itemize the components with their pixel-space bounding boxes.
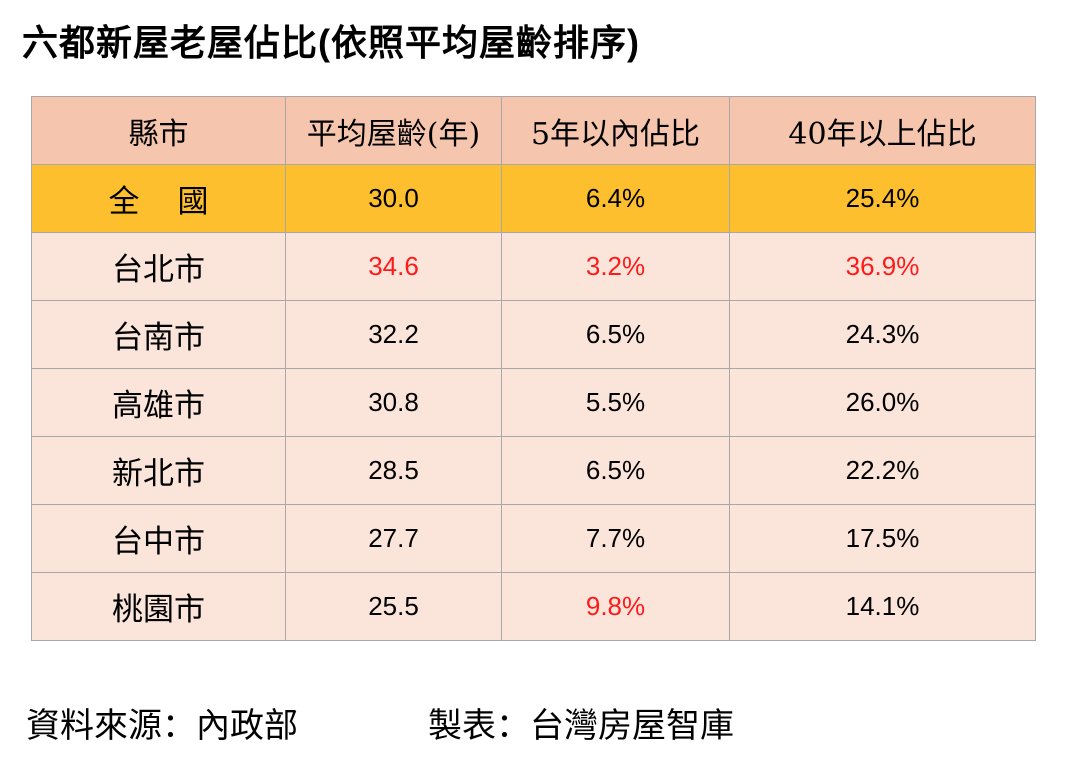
row-within-5: 5.5%: [501, 368, 730, 437]
row-city-name: 新北市: [31, 436, 286, 505]
row-city-name: 台中市: [31, 504, 286, 573]
row-avg-age: 34.6: [285, 232, 502, 301]
row-over-40: 22.2%: [729, 436, 1036, 505]
table-row: 台南市 32.2 6.5% 24.3%: [31, 300, 1036, 369]
row-avg-age: 32.2: [285, 300, 502, 369]
table-row: 新北市 28.5 6.5% 22.2%: [31, 436, 1036, 505]
maker-note: 製表：台灣房屋智庫: [428, 707, 734, 745]
row-over-40: 26.0%: [729, 368, 1036, 437]
row-avg-age: 28.5: [285, 436, 502, 505]
row-within-5: 7.7%: [501, 504, 730, 573]
table-row: 高雄市 30.8 5.5% 26.0%: [31, 368, 1036, 437]
row-avg-age: 27.7: [285, 504, 502, 573]
row-city-name: 台北市: [31, 232, 286, 301]
header-avg-age: 平均屋齡(年): [285, 96, 502, 165]
table-header-row: 縣市 平均屋齡(年) 5年以內佔比 40年以上佔比: [31, 96, 1036, 165]
row-city-name: 台南市: [31, 300, 286, 369]
row-city-name: 高雄市: [31, 368, 286, 437]
row-within-5: 6.5%: [501, 300, 730, 369]
row-within-5: 6.5%: [501, 436, 730, 505]
page-title: 六都新屋老屋佔比(依照平均屋齡排序): [22, 22, 640, 63]
table-row-national: 全國 30.0 6.4% 25.4%: [31, 164, 1036, 233]
table-row: 台北市 34.6 3.2% 36.9%: [31, 232, 1036, 301]
header-city: 縣市: [31, 96, 286, 165]
row-over-40: 17.5%: [729, 504, 1036, 573]
table-row: 台中市 27.7 7.7% 17.5%: [31, 504, 1036, 573]
row-over-40: 25.4%: [729, 164, 1036, 233]
housing-age-table: 縣市 平均屋齡(年) 5年以內佔比 40年以上佔比 全國 30.0 6.4% 2…: [31, 96, 1036, 641]
row-over-40: 14.1%: [729, 572, 1036, 641]
row-over-40: 36.9%: [729, 232, 1036, 301]
row-within-5: 3.2%: [501, 232, 730, 301]
header-within-5-years: 5年以內佔比: [501, 96, 730, 165]
row-within-5: 6.4%: [501, 164, 730, 233]
row-city-name: 桃園市: [31, 572, 286, 641]
row-avg-age: 25.5: [285, 572, 502, 641]
row-within-5: 9.8%: [501, 572, 730, 641]
source-note: 資料來源：內政部: [26, 707, 298, 745]
table-row: 桃園市 25.5 9.8% 14.1%: [31, 572, 1036, 641]
row-over-40: 24.3%: [729, 300, 1036, 369]
row-avg-age: 30.8: [285, 368, 502, 437]
header-over-40-years: 40年以上佔比: [729, 96, 1036, 165]
row-city-name: 全國: [31, 164, 286, 233]
row-avg-age: 30.0: [285, 164, 502, 233]
